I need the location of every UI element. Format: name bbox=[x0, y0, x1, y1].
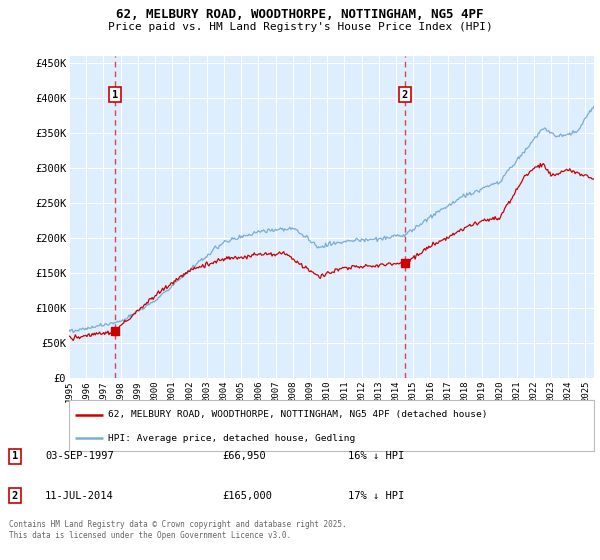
Text: Price paid vs. HM Land Registry's House Price Index (HPI): Price paid vs. HM Land Registry's House … bbox=[107, 22, 493, 32]
Text: 2: 2 bbox=[402, 90, 408, 100]
Text: 2: 2 bbox=[12, 491, 18, 501]
Text: Contains HM Land Registry data © Crown copyright and database right 2025.: Contains HM Land Registry data © Crown c… bbox=[9, 520, 347, 529]
Text: 11-JUL-2014: 11-JUL-2014 bbox=[45, 491, 114, 501]
Text: 17% ↓ HPI: 17% ↓ HPI bbox=[348, 491, 404, 501]
Text: 62, MELBURY ROAD, WOODTHORPE, NOTTINGHAM, NG5 4PF (detached house): 62, MELBURY ROAD, WOODTHORPE, NOTTINGHAM… bbox=[109, 410, 488, 419]
Text: 16% ↓ HPI: 16% ↓ HPI bbox=[348, 451, 404, 461]
Text: 03-SEP-1997: 03-SEP-1997 bbox=[45, 451, 114, 461]
Text: 62, MELBURY ROAD, WOODTHORPE, NOTTINGHAM, NG5 4PF: 62, MELBURY ROAD, WOODTHORPE, NOTTINGHAM… bbox=[116, 8, 484, 21]
Text: 1: 1 bbox=[12, 451, 18, 461]
Text: 1: 1 bbox=[112, 90, 118, 100]
Text: £165,000: £165,000 bbox=[222, 491, 272, 501]
Text: HPI: Average price, detached house, Gedling: HPI: Average price, detached house, Gedl… bbox=[109, 433, 356, 443]
Text: £66,950: £66,950 bbox=[222, 451, 266, 461]
Text: This data is licensed under the Open Government Licence v3.0.: This data is licensed under the Open Gov… bbox=[9, 531, 291, 540]
